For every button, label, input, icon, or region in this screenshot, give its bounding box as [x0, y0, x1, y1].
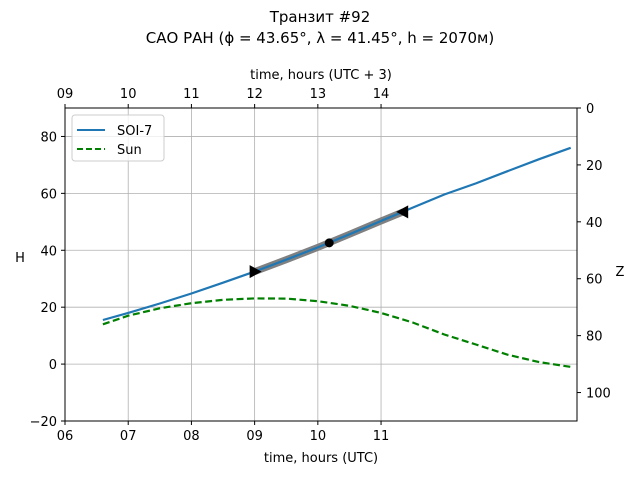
legend-label-sun: Sun	[117, 143, 142, 158]
top-tick-label: 14	[373, 87, 390, 102]
z-tick-label: 20	[586, 159, 603, 174]
legend-label-soi7: SOI-7	[117, 124, 152, 139]
z-tick-label: 40	[586, 216, 603, 231]
top-tick-label: 12	[246, 87, 263, 102]
marker-end	[396, 205, 409, 219]
legend: SOI-7 Sun	[71, 114, 165, 162]
ticks: 06 07 08 09 10 11 09 10 11 12 13 14 −20 0 20 40 60 80 0 20 4…	[30, 87, 611, 444]
x-tick-label: 06	[57, 429, 74, 444]
marker-start	[249, 265, 262, 279]
x-axis-label: time, hours (UTC)	[264, 451, 378, 466]
y-tick-label: 40	[40, 244, 57, 259]
top-tick-label: 10	[120, 87, 137, 102]
top-tick-label: 11	[183, 87, 200, 102]
y-tick-label: 80	[40, 130, 57, 145]
y-axis-label: H	[15, 251, 25, 266]
chart-title-line1: Транзит #92	[269, 8, 371, 26]
y-tick-label: −20	[30, 415, 57, 430]
x-tick-label: 10	[310, 429, 327, 444]
marker-mid	[324, 238, 334, 248]
z-tick-label: 80	[586, 330, 603, 345]
x-tick-label: 11	[373, 429, 390, 444]
series-line-sun	[102, 297, 571, 368]
y-tick-label: 0	[49, 358, 57, 373]
chart-title-line2: САО РАН (ϕ = 43.65°, λ = 41.45°, h = 207…	[146, 29, 494, 47]
top-tick-label: 13	[310, 87, 327, 102]
x-tick-label: 08	[183, 429, 200, 444]
plot-frame	[64, 107, 578, 422]
x-axis-top-label: time, hours (UTC + 3)	[250, 68, 392, 83]
x-tick-label: 09	[246, 429, 263, 444]
x-tick-label: 07	[120, 429, 137, 444]
z-tick-label: 0	[586, 102, 594, 117]
z-axis-label: Z	[616, 265, 625, 280]
plot-area	[102, 146, 572, 368]
z-tick-label: 60	[586, 273, 603, 288]
series-line-soi7	[102, 146, 572, 322]
y-tick-label: 20	[40, 301, 57, 316]
y-tick-label: 60	[40, 187, 57, 202]
z-tick-label: 100	[586, 387, 611, 402]
top-tick-label: 09	[57, 87, 74, 102]
